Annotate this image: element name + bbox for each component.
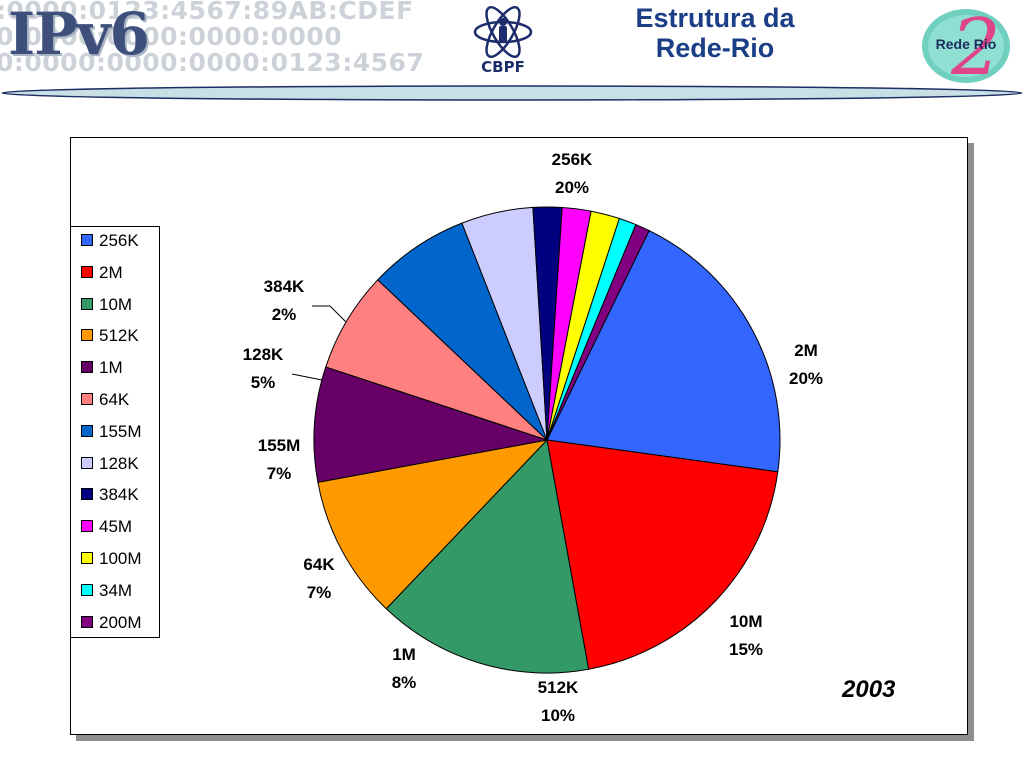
leader-lines [291,305,347,381]
legend-label: 34M [99,580,133,600]
legend-label: 100M [99,549,142,568]
ipv6-address-line: 0:0000:0000:0000:0000 [0,22,343,51]
cbpf-logo: CBPF [470,4,536,78]
legend-swatch [81,488,93,501]
legend-item: 128K [81,454,139,474]
legend-item: 34M [81,581,132,601]
pie-slice-512k [317,439,549,610]
slice-label-percent: 20% [789,369,823,388]
legend-item: 45M [81,517,132,537]
legend-item: 512K [81,326,139,346]
pie-slice-2m [546,439,779,670]
legend-item: 64K [81,390,129,410]
rede-rio-emblem-icon: 2 [922,3,1010,93]
legend-swatch [81,265,93,278]
slice-label-name: 128K [243,345,284,364]
legend-swatch [81,583,93,596]
slice-label-percent: 5% [251,373,276,392]
slice-label-percent: 20% [555,178,589,197]
slice-label-percent: 15% [729,640,763,659]
legend-item: 10M [81,295,132,315]
pie-slice-155m [377,222,548,441]
rede-rio-numeral: 2 [950,4,1001,86]
slice-label-percent: 7% [307,583,332,602]
rede-rio-logo-text: Rede Rio [935,36,997,52]
slice-label-percent: 7% [267,464,292,483]
legend-swatch [81,615,93,628]
pie-slice-10m [385,438,590,674]
slice-label-percent: 2% [272,305,297,324]
ipv6-address-line: :0000:0123:4567:89AB:CDEF [0,0,414,25]
legend-item: 155M [81,422,142,442]
slice-label-name: 155M [258,436,301,455]
legend-label: 2M [99,262,123,282]
legend-label: 512K [99,326,139,346]
pie-slice-1m [313,366,548,483]
legend-swatch [81,297,93,310]
slice-label-name: 1M [392,645,416,664]
slice-label-name: 256K [552,150,593,169]
pie-slices [313,206,781,674]
slice-label-name: 384K [264,277,305,296]
atom-icon [473,5,533,59]
legend-item: 1M [81,358,123,378]
pie-slice-256k [546,229,781,473]
leader-line-384k [312,305,347,323]
legend-label: 256K [99,231,139,250]
legend-swatch [81,361,93,374]
slice-label-name: 2M [794,341,818,360]
pie-slice-64k [325,279,548,441]
chart-legend: 256K 2M 10M 512K 1M 64K 155M 128K 384K 45M 100M 34M… [70,226,160,638]
slide-title-line: Estrutura da [635,3,795,33]
legend-label: 10M [99,294,133,314]
slice-labels: 256K 20% 2M 20% 10M 15% 512K 10% 1M 8% 64K 7% 155M 7%… [243,150,823,725]
legend-label: 64K [99,390,130,409]
slice-label-name: 10M [729,612,762,631]
cbpf-logo-text: CBPF [481,58,525,76]
legend-label: 1M [99,358,123,378]
legend-label: 384K [99,485,139,505]
legend-item: 200M [81,613,142,633]
slide-title-line: Rede-Rio [655,33,775,63]
slice-label-percent: 8% [392,673,417,692]
legend-item: 2M [81,263,123,283]
header-divider-bar [1,85,1023,101]
legend-label: 155M [99,421,142,441]
slice-label-name: 512K [538,678,579,697]
legend-swatch [81,456,93,469]
year-label: 2003 [842,676,896,703]
legend-item: 256K [81,231,139,251]
legend-item: 384K [81,485,139,505]
legend-label: 128K [99,453,139,473]
legend-swatch [81,329,93,342]
ipv6-address-line: 0:0000:0000:0000:0123:4567 [0,48,425,77]
slice-label-name: 64K [303,555,335,574]
rede-rio-logo: 2 Rede Rio [918,3,1014,93]
legend-swatch [81,234,93,246]
legend-swatch [81,424,93,437]
ipv6-logo-text: IPv6 [8,0,150,68]
ipv6-logo: :0000:0123:4567:89AB:CDEF 0:0000:0000:00… [0,0,480,80]
legend-swatch [81,393,93,405]
legend-swatch [81,520,93,533]
leader-line-128k [291,373,323,381]
slice-label-percent: 10% [541,706,575,725]
pie-slice-200m [546,223,650,441]
legend-swatch [81,552,93,564]
legend-item: 100M [81,549,142,569]
legend-label: 200M [99,612,142,632]
slide-header: :0000:0123:4567:89AB:CDEF 0:0000:0000:00… [0,0,1024,101]
legend-label: 45M [99,517,133,537]
slide-title: Estrutura da Rede-Rio [600,3,830,63]
